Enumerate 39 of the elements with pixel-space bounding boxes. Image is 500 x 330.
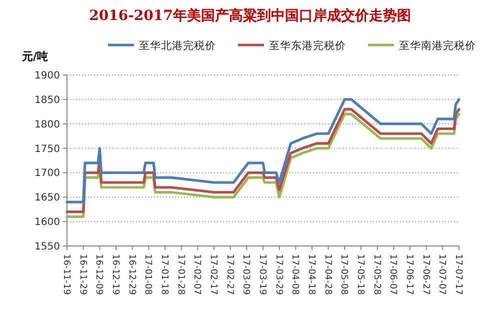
x-tick-label: 17-02-27 [224,254,234,295]
x-tick-label: 17-04-18 [306,254,316,296]
x-tick-label: 17-02-07 [192,254,202,295]
x-tick-label: 17-05-18 [355,254,365,296]
x-tick-label: 17-01-08 [142,254,153,296]
x-tick-label: 17-03-09 [240,254,251,296]
y-tick-label: 1850 [34,94,60,106]
x-tick-label: 17-04-28 [322,254,332,296]
x-tick-label: 16-12-19 [110,254,120,296]
x-tick-label: 17-05-28 [371,254,382,296]
y-tick-label: 1600 [34,217,60,228]
x-tick-label: 17-02-17 [208,254,218,295]
x-tick-label: 17-05-08 [338,254,349,296]
x-tick-label: 17-07-17 [453,254,463,295]
y-axis-title: 元/吨 [21,50,48,63]
legend-label: 至华东港完税价 [269,39,346,52]
x-tick-label: 16-11-19 [61,254,71,296]
x-tick-label: 17-06-17 [404,254,414,295]
y-tick-label: 1650 [34,192,60,204]
y-tick-label: 1550 [34,242,60,252]
x-tick-label: 17-03-19 [257,254,267,296]
x-tick-label: 16-12-29 [126,254,136,296]
y-tick-label: 1750 [34,144,60,155]
x-tick-label: 17-06-07 [388,254,398,295]
legend-label: 至华南港完税价 [399,39,476,52]
x-tick-label: 17-01-28 [175,254,186,296]
x-tick-label: 17-04-08 [290,254,300,296]
x-tick-label: 17-06-27 [420,254,430,295]
line-series [66,98,460,204]
x-tick-label: 16-11-29 [77,254,88,296]
x-tick-label: 17-03-29 [273,254,284,296]
chart-title: 2016-2017年美国产高粱到中国口岸成交价走势图 [89,7,411,24]
y-tick-label: 1900 [34,70,60,82]
y-tick-label: 1700 [34,168,60,180]
x-tick-label: 16-12-09 [94,254,104,296]
x-tick-label: 17-07-07 [436,254,447,295]
y-tick-label: 1800 [34,119,60,130]
legend-label: 至华北港完税价 [139,39,216,52]
x-tick-label: 17-01-18 [159,254,169,296]
